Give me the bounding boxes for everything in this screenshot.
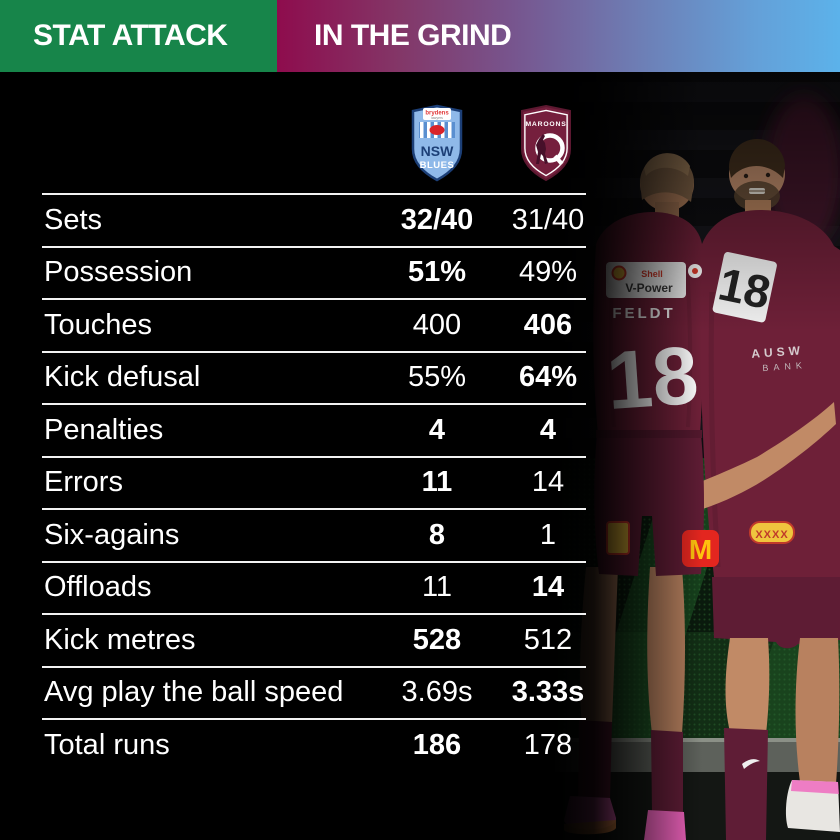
nsw-value: 32/40	[400, 203, 474, 236]
qld-value: 14	[531, 466, 565, 499]
badge-label: STAT ATTACK	[33, 19, 228, 52]
brydens-sponsor-sub: lawyers	[431, 116, 443, 120]
puma-logo	[742, 759, 760, 769]
stat-label: Six-agains	[44, 518, 180, 551]
nsw-value: 186	[412, 728, 462, 761]
stat-label: Kick defusal	[44, 361, 201, 394]
qld-value: 1	[539, 518, 557, 551]
table-row: Offloads 11 14	[42, 560, 586, 614]
bank-sponsor-line1: AUSW	[751, 343, 805, 361]
nsw-value: 55%	[407, 361, 467, 394]
qld-value: 64%	[518, 361, 578, 394]
stat-attack-badge: STAT ATTACK	[0, 0, 277, 72]
qld-value: 31/40	[511, 203, 585, 236]
qld-value: 49%	[518, 256, 578, 289]
stat-label: Kick metres	[44, 623, 196, 656]
xxxx-label: XXXX	[755, 529, 788, 541]
table-row: Total runs 186 178	[42, 718, 586, 771]
nsw-value: 3.69s	[401, 676, 473, 709]
nsw-value: 4	[428, 413, 446, 446]
table-row: Kick defusal 55% 64%	[42, 350, 586, 404]
blues-label: BLUES	[420, 160, 455, 171]
title-bar: IN THE GRIND	[277, 0, 840, 72]
stat-label: Avg play the ball speed	[44, 676, 344, 709]
kangaroo-icon	[536, 134, 548, 164]
right-player-sock	[724, 728, 768, 840]
table-row: Penalties 4 4	[42, 403, 586, 456]
nsw-value: 8	[428, 518, 446, 551]
qld-value: 178	[523, 728, 573, 761]
table-row: Avg play the ball speed 3.69s 3.33s	[42, 665, 586, 719]
right-player-shorts	[712, 577, 840, 649]
nsw-value: 400	[412, 308, 462, 341]
brydens-sponsor: brydens	[425, 111, 449, 117]
header-bar: STAT ATTACK IN THE GRIND	[0, 0, 840, 72]
stat-label: Possession	[44, 256, 193, 289]
qld-value: 512	[523, 623, 573, 656]
nsw-label: NSW	[421, 143, 454, 159]
qld-maroons-logo: MAROONS Q	[521, 104, 571, 182]
stat-label: Errors	[44, 466, 123, 499]
nsw-value: 51%	[407, 256, 467, 289]
qld-value: 406	[523, 308, 573, 341]
nsw-logo-red-oval	[429, 125, 445, 135]
stat-label: Offloads	[44, 571, 152, 604]
page-title: IN THE GRIND	[314, 19, 512, 52]
stat-label: Touches	[44, 308, 153, 341]
qld-value: 3.33s	[511, 676, 585, 709]
table-row: Touches 400 406	[42, 298, 586, 351]
nsw-value: 11	[421, 571, 453, 604]
table-row: Six-agains 8 1	[42, 508, 586, 561]
stats-table: Sets 32/40 31/40 Possession 51% 49% Touc…	[42, 193, 586, 771]
stat-label: Penalties	[44, 413, 164, 446]
qld-value: 4	[539, 413, 557, 446]
stat-label: Sets	[44, 203, 103, 236]
table-row: Errors 11 14	[42, 455, 586, 509]
table-row: Kick metres 528 512	[42, 613, 586, 666]
xxxx-patch: XXXX	[749, 521, 795, 544]
nsw-blues-logo: brydens lawyers NSW BLUES	[411, 104, 463, 182]
player-number: 18	[604, 330, 701, 427]
stat-label: Total runs	[44, 728, 170, 761]
maroons-label: MAROONS	[525, 121, 566, 128]
table-row: Possession 51% 49%	[42, 245, 586, 299]
bank-sponsor: AUSW BANK	[751, 343, 807, 373]
shell-shorts-patch	[606, 521, 630, 555]
qld-value: 14	[531, 571, 565, 604]
mcdonalds-m: M	[689, 534, 712, 565]
nsw-value: 528	[412, 623, 462, 656]
nsw-value: 11	[421, 466, 453, 499]
mcdonalds-patch: M	[682, 530, 719, 567]
table-row: Sets 32/40 31/40	[42, 193, 586, 246]
bank-sponsor-line2: BANK	[762, 360, 807, 373]
